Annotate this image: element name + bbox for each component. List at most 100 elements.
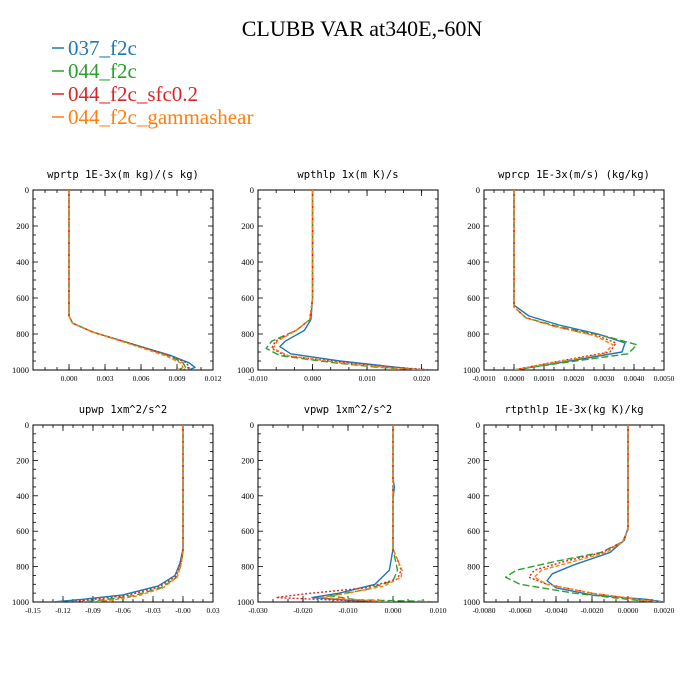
y-tick-label: 0	[250, 420, 254, 430]
y-tick-label: 1000	[237, 365, 254, 375]
y-tick-label: 1000	[463, 365, 480, 375]
series-line-044-f2c	[513, 190, 638, 370]
series-line-044-f2c	[329, 425, 438, 602]
series-line-044-f2c-sfc0-2	[528, 425, 661, 602]
y-tick-label: 1000	[12, 597, 29, 607]
y-tick-label: 600	[16, 293, 29, 303]
chart-panel-3: wprcp 1E-3x(m/s) (kg/kg) 0 200 400 600 800 100…	[463, 169, 675, 383]
panel-title: wpthlp 1x(m K)/s	[297, 169, 398, 181]
x-tick-label: -0.09	[85, 606, 101, 615]
x-tick-label: 0.000	[385, 606, 402, 615]
x-tick-label: 0.000	[61, 374, 78, 383]
series-line-044-f2c	[82, 425, 184, 602]
y-tick-label: 400	[16, 491, 29, 501]
series-line-037-f2c	[311, 425, 396, 602]
y-tick-label: 200	[16, 221, 29, 231]
y-tick-label: 800	[16, 329, 29, 339]
y-axis: 0 200 400 600 800 1000	[12, 185, 213, 375]
series-line-037-f2c	[52, 425, 184, 602]
series-line-037-f2c	[546, 425, 664, 602]
y-tick-label: 800	[16, 562, 29, 572]
legend-entry-044-f2c: 044_f2c	[68, 59, 137, 83]
y-tick-label: 200	[241, 221, 254, 231]
y-tick-label: 600	[241, 293, 254, 303]
x-tick-label: -0.03	[145, 606, 161, 615]
y-tick-label: 200	[16, 455, 29, 465]
y-tick-label: 0	[250, 185, 254, 195]
x-tick-label: 0.009	[169, 374, 186, 383]
series-line-044-f2c-gammashear	[513, 190, 614, 370]
y-tick-label: 1000	[12, 365, 29, 375]
series-line-044-f2c	[504, 425, 656, 602]
y-tick-label: 400	[241, 257, 254, 267]
y-axis: 0 200 400 600 800 1000	[237, 185, 438, 375]
y-tick-label: 600	[241, 526, 254, 536]
y-tick-label: 1000	[463, 597, 480, 607]
series-line-037-f2c	[513, 190, 626, 370]
x-tick-label: 0.0000	[618, 606, 639, 615]
series-line-044-f2c-gammashear	[533, 425, 661, 602]
x-tick-label: 0.0010	[534, 374, 555, 383]
series-line-044-f2c	[265, 190, 428, 370]
plot-frame	[32, 189, 214, 371]
chart-panels: wprtp 1E-3x(m kg)/(s kg) 0 200 400 600 800 100…	[12, 169, 675, 615]
y-tick-label: 200	[467, 455, 480, 465]
legend-label-044-f2c: 044_f2c	[68, 59, 137, 83]
legend-entry-037-f2c: 037_f2c	[68, 36, 137, 60]
x-tick-label: 0.010	[359, 374, 376, 383]
y-tick-label: 0	[476, 185, 480, 195]
y-tick-label: 800	[241, 562, 254, 572]
x-tick-label: 0.012	[205, 374, 222, 383]
series-group	[52, 425, 184, 602]
y-tick-label: 0	[25, 420, 29, 430]
x-tick-label: 0.006	[133, 374, 150, 383]
series-line-044-f2c-gammashear	[92, 425, 184, 602]
x-tick-label: -0.010	[248, 374, 268, 383]
x-axis: 0.000 0.003 0.006 0.009 0.012	[32, 190, 222, 383]
series-group	[504, 425, 664, 602]
x-tick-label: 0.0040	[624, 374, 645, 383]
legend-label-037-f2c: 037_f2c	[68, 36, 137, 60]
y-tick-label: 600	[16, 526, 29, 536]
y-tick-label: 400	[467, 257, 480, 267]
y-tick-label: 400	[467, 491, 480, 501]
series-group	[275, 425, 438, 602]
series-line-044-f2c-sfc0-2	[513, 190, 617, 370]
x-axis: -0.0010 0.0000 0.0010 0.0020 0.0030 0.0040 0.0…	[472, 190, 675, 383]
series-line-037-f2c	[279, 190, 422, 370]
panel-title: wprcp 1E-3x(m/s) (kg/kg)	[498, 169, 650, 181]
x-tick-label: 0.03	[206, 606, 219, 615]
plot-frame	[257, 189, 439, 371]
y-tick-label: 200	[241, 455, 254, 465]
x-tick-label: 0.0020	[654, 606, 675, 615]
x-tick-label: -0.12	[55, 606, 71, 615]
series-group	[68, 190, 196, 370]
figure-title: CLUBB VAR at340E,-60N	[242, 16, 483, 41]
panel-title: rtpthlp 1E-3x(kg K)/kg	[504, 404, 643, 416]
series-line-044-f2c-sfc0-2	[270, 190, 433, 370]
y-tick-label: 600	[467, 293, 480, 303]
y-tick-label: 1000	[237, 597, 254, 607]
panel-title: upwp 1xm^2/s^2	[79, 404, 168, 416]
panel-title: wprtp 1E-3x(m kg)/(s kg)	[47, 169, 199, 181]
x-tick-label: 0.020	[413, 374, 430, 383]
x-tick-label: -0.06	[115, 606, 131, 615]
y-tick-label: 800	[467, 329, 480, 339]
y-tick-label: 800	[241, 329, 254, 339]
x-tick-label: 0.0020	[564, 374, 585, 383]
plot-frame	[483, 189, 665, 371]
x-tick-label: 0.0050	[654, 374, 675, 383]
series-group	[513, 190, 638, 370]
y-tick-label: 0	[25, 185, 29, 195]
legend-entry-044-f2c-gammashear: 044_f2c_gammashear	[68, 105, 253, 129]
plot-frame	[257, 424, 439, 603]
x-tick-label: -0.15	[25, 606, 41, 615]
panel-title: vpwp 1xm^2/s^2	[304, 404, 393, 416]
x-axis: -0.030 -0.020 -0.010 0.000 0.010	[248, 425, 447, 615]
x-tick-label: -0.0020	[580, 606, 603, 615]
x-tick-label: -0.0060	[508, 606, 531, 615]
y-axis: 0 200 400 600 800 1000	[463, 185, 664, 375]
y-axis: 0 200 400 600 800 1000	[237, 420, 438, 607]
